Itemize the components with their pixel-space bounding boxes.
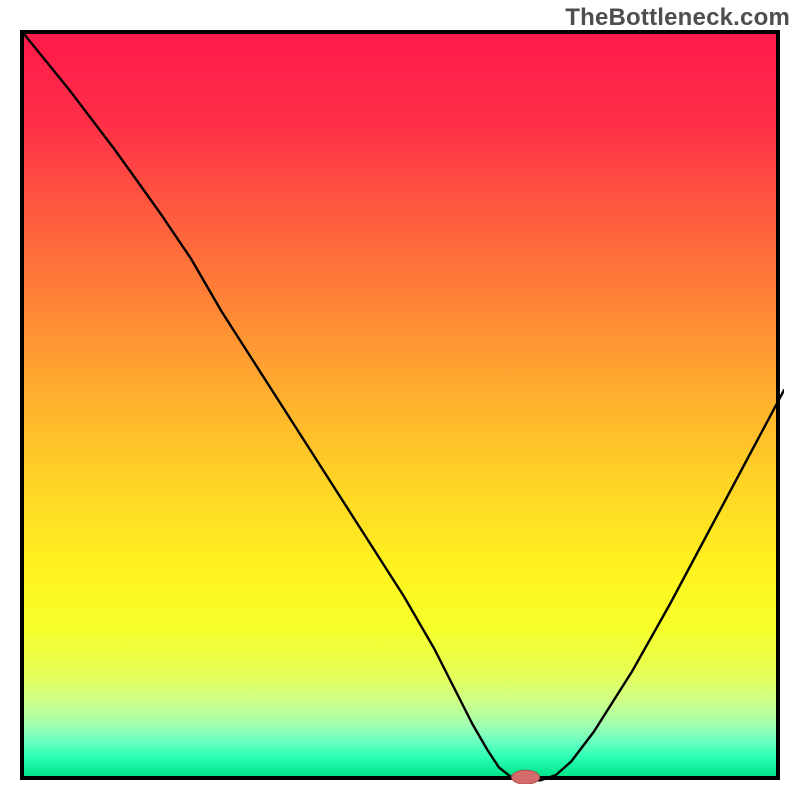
plot-frame — [20, 30, 780, 780]
watermark-text: TheBottleneck.com — [565, 4, 790, 32]
curve-svg — [24, 34, 784, 784]
chart-container: TheBottleneck.com — [0, 0, 800, 800]
optimal-marker — [512, 770, 540, 784]
bottleneck-curve — [24, 34, 784, 780]
